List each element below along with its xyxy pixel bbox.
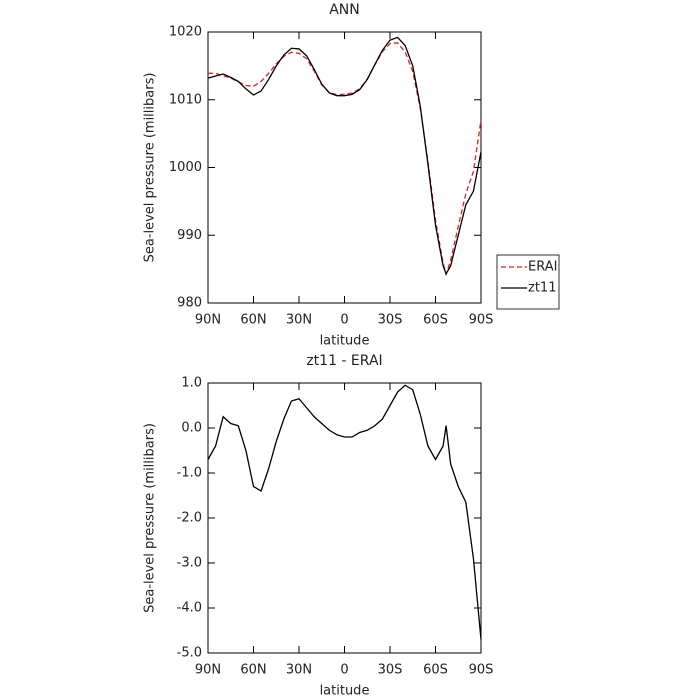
y-tick-label: 990 bbox=[177, 228, 202, 243]
x-tick-label: 0 bbox=[340, 313, 348, 328]
legend-label: zt11 bbox=[528, 281, 556, 296]
y-tick-label: -5.0 bbox=[177, 646, 202, 661]
x-axis-label: latitude bbox=[320, 334, 370, 349]
x-tick-label: 90N bbox=[195, 313, 221, 328]
y-tick-label: 0.0 bbox=[181, 421, 202, 436]
chart-title: ANN bbox=[329, 2, 360, 18]
plot-frame bbox=[207, 382, 482, 654]
legend-box bbox=[496, 254, 560, 310]
x-tick-label: 0 bbox=[340, 663, 348, 678]
x-tick-label: 60N bbox=[240, 663, 266, 678]
legend-label: ERAI bbox=[528, 260, 557, 275]
y-tick-label: -2.0 bbox=[177, 511, 202, 526]
x-tick-label: 60S bbox=[423, 663, 448, 678]
series-line bbox=[208, 42, 482, 277]
x-tick-label: 60S bbox=[423, 313, 448, 328]
y-tick-label: -3.0 bbox=[177, 556, 202, 571]
y-tick-label: 1.0 bbox=[181, 376, 202, 391]
x-tick-label: 90S bbox=[469, 313, 494, 328]
series-line bbox=[207, 384, 482, 640]
x-tick-label: 90N bbox=[195, 663, 221, 678]
x-tick-label: 30N bbox=[286, 313, 312, 328]
x-tick-label: 30N bbox=[286, 663, 312, 678]
y-tick-label: 1000 bbox=[169, 160, 202, 175]
y-tick-label: -4.0 bbox=[177, 601, 202, 616]
y-tick-label: 1010 bbox=[169, 92, 202, 107]
y-tick-label: 980 bbox=[177, 296, 202, 311]
x-axis-label: latitude bbox=[320, 684, 370, 699]
plot-frame bbox=[207, 31, 482, 304]
x-tick-label: 30S bbox=[378, 663, 403, 678]
x-tick-label: 60N bbox=[240, 313, 266, 328]
x-tick-label: 30S bbox=[378, 313, 403, 328]
y-tick-label: 1020 bbox=[169, 25, 202, 40]
x-tick-label: 90S bbox=[469, 663, 494, 678]
series-line bbox=[207, 36, 482, 276]
chart-title: zt11 - ERAI bbox=[306, 353, 382, 369]
y-axis-label: Sea-level pressure (millibars) bbox=[143, 423, 158, 613]
y-axis-label: Sea-level pressure (millibars) bbox=[143, 73, 158, 263]
y-tick-label: -1.0 bbox=[177, 466, 202, 481]
